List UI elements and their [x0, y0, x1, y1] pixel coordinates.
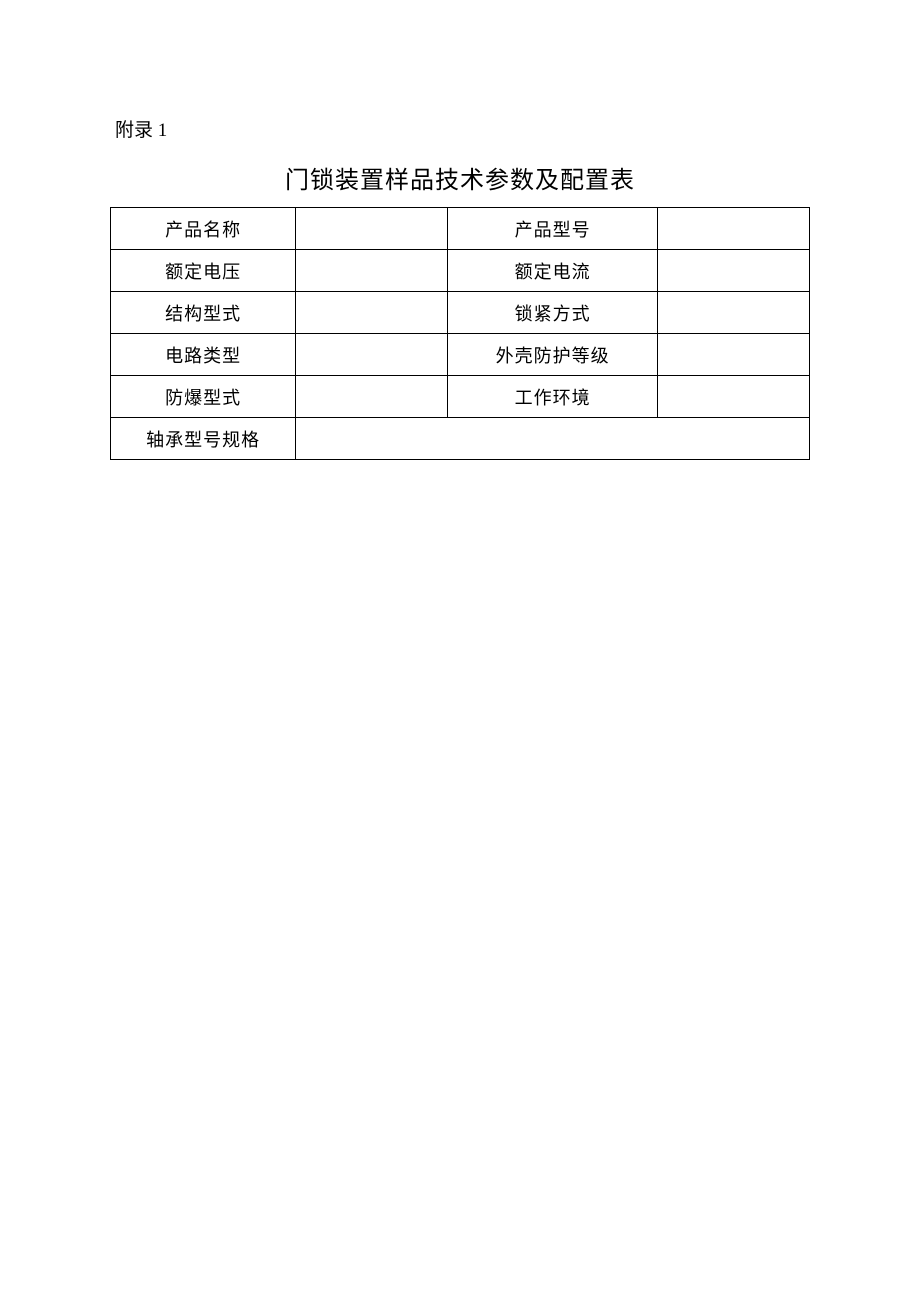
cell-value	[658, 292, 810, 334]
cell-value	[658, 334, 810, 376]
cell-label: 结构型式	[111, 292, 296, 334]
cell-value	[296, 292, 448, 334]
table-row: 额定电压 额定电流	[111, 250, 810, 292]
table-row: 轴承型号规格	[111, 418, 810, 460]
table-row: 产品名称 产品型号	[111, 208, 810, 250]
cell-label: 锁紧方式	[447, 292, 658, 334]
cell-label: 电路类型	[111, 334, 296, 376]
cell-label: 额定电压	[111, 250, 296, 292]
table-row: 结构型式 锁紧方式	[111, 292, 810, 334]
cell-value	[296, 376, 448, 418]
cell-value	[658, 376, 810, 418]
table-row: 电路类型 外壳防护等级	[111, 334, 810, 376]
cell-value	[296, 208, 448, 250]
cell-label: 外壳防护等级	[447, 334, 658, 376]
cell-label: 产品名称	[111, 208, 296, 250]
cell-label: 防爆型式	[111, 376, 296, 418]
cell-label: 工作环境	[447, 376, 658, 418]
cell-value	[658, 250, 810, 292]
page-title: 门锁装置样品技术参数及配置表	[110, 160, 810, 195]
cell-label: 产品型号	[447, 208, 658, 250]
table-row: 防爆型式 工作环境	[111, 376, 810, 418]
appendix-label: 附录 1	[115, 115, 810, 142]
cell-label: 额定电流	[447, 250, 658, 292]
cell-label: 轴承型号规格	[111, 418, 296, 460]
cell-value	[296, 334, 448, 376]
cell-value	[658, 208, 810, 250]
cell-value	[296, 250, 448, 292]
spec-table: 产品名称 产品型号 额定电压 额定电流 结构型式 锁紧方式 电路类型 外壳防护等…	[110, 207, 810, 460]
cell-value	[296, 418, 810, 460]
